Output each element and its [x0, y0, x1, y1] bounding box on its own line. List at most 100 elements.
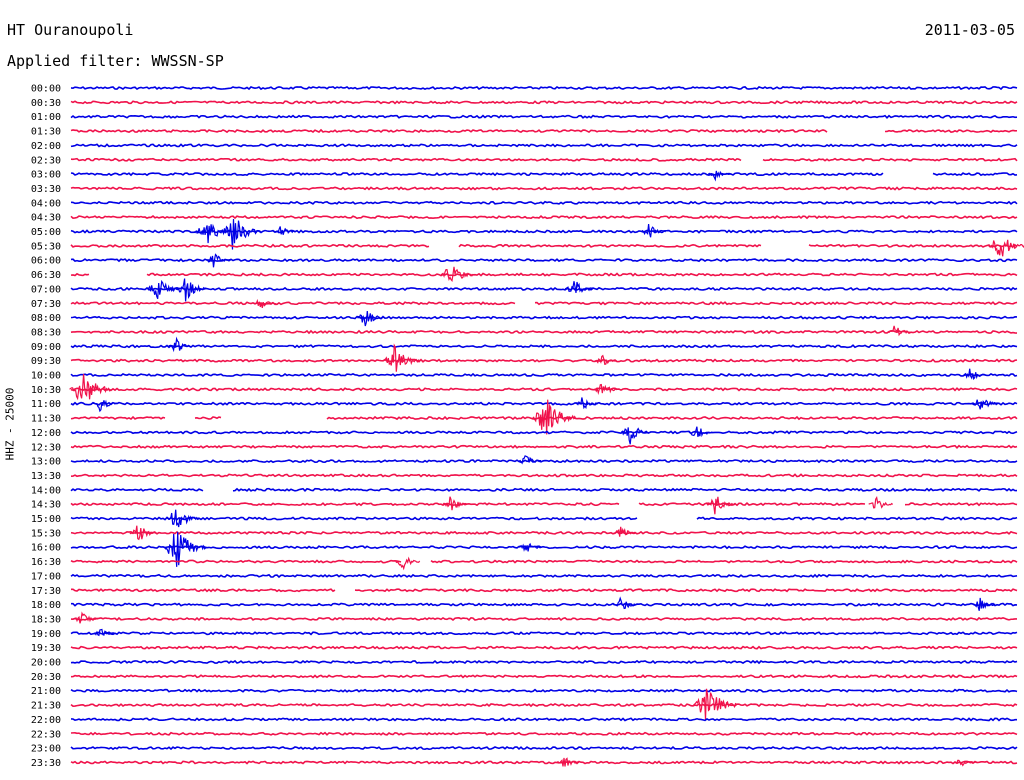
seismic-trace [70, 631, 1018, 636]
seismic-event [532, 399, 577, 435]
seismic-trace [70, 344, 1018, 349]
seismic-trace [70, 458, 1018, 464]
seismic-event [518, 455, 542, 465]
row-time-label: 02:30 [31, 155, 61, 166]
seismic-event [868, 495, 894, 509]
seismic-event [395, 556, 421, 571]
seismic-trace [70, 157, 1018, 162]
row-time-label: 11:30 [31, 414, 61, 425]
seismic-event [954, 759, 976, 767]
row-time-label: 15:30 [31, 528, 61, 539]
row-time-label: 20:30 [31, 672, 61, 683]
seismic-event [221, 219, 261, 250]
row-time-label: 00:30 [31, 98, 61, 109]
row-time-label: 01:00 [31, 112, 61, 123]
seismic-trace [70, 760, 1018, 765]
seismic-event [641, 223, 666, 238]
seismic-event [575, 397, 598, 410]
seismic-trace [70, 745, 1018, 751]
seismic-event [193, 223, 231, 244]
seismic-trace [70, 559, 1018, 564]
seismic-event [688, 426, 714, 438]
row-time-label: 10:30 [31, 385, 61, 396]
seismic-event [887, 325, 911, 337]
row-time-label: 14:30 [31, 500, 61, 511]
row-time-label: 23:30 [31, 758, 61, 769]
seismic-event [357, 311, 384, 327]
row-time-label: 19:30 [31, 643, 61, 654]
seismic-event [613, 526, 637, 537]
seismic-event [620, 427, 652, 445]
seismic-trace [70, 171, 1018, 177]
row-time-label: 22:00 [31, 715, 61, 726]
row-time-label: 17:30 [31, 586, 61, 597]
row-time-label: 04:00 [31, 198, 61, 209]
row-time-label: 01:30 [31, 127, 61, 138]
seismic-trace [70, 702, 1018, 708]
seismic-event [440, 266, 474, 282]
row-time-label: 11:00 [31, 399, 61, 410]
seismic-event [707, 170, 731, 182]
seismic-trace [70, 588, 1018, 593]
seismic-event [971, 399, 999, 410]
seismic-trace [70, 616, 1018, 622]
seismic-event [168, 336, 193, 353]
row-time-label: 08:00 [31, 313, 61, 324]
seismic-trace [70, 372, 1018, 378]
seismic-trace [70, 602, 1018, 607]
seismic-trace [70, 717, 1018, 722]
seismic-event [383, 343, 420, 372]
row-time-label: 18:00 [31, 600, 61, 611]
row-time-label: 16:00 [31, 543, 61, 554]
seismic-trace [70, 545, 1018, 550]
date-label: 2011-03-05 [924, 21, 1015, 39]
seismic-trace [70, 128, 1018, 134]
seismic-event [613, 596, 638, 610]
seismic-event [518, 542, 542, 552]
seismic-trace [70, 501, 1018, 507]
seismic-event [693, 688, 737, 720]
seismic-trace [70, 258, 1018, 263]
row-time-label: 09:30 [31, 356, 61, 367]
seismic-event [556, 757, 580, 767]
seismic-trace [70, 100, 1018, 105]
row-time-label: 19:00 [31, 629, 61, 640]
row-time-label: 20:00 [31, 658, 61, 669]
seismic-trace [70, 530, 1018, 535]
seismic-trace [70, 387, 1018, 392]
seismic-trace [70, 186, 1018, 191]
seismic-event [147, 279, 181, 300]
seismic-event [594, 383, 619, 395]
seismic-event [73, 611, 99, 624]
row-time-label: 05:00 [31, 227, 61, 238]
row-time-label: 13:30 [31, 471, 61, 482]
row-time-label: 08:30 [31, 327, 61, 338]
seismic-event [166, 509, 199, 528]
seismic-trace [70, 430, 1018, 435]
seismic-event [988, 239, 1024, 257]
row-time-label: 21:30 [31, 701, 61, 712]
row-time-label: 15:00 [31, 514, 61, 525]
seismic-trace [70, 487, 1018, 492]
seismic-trace [70, 301, 1018, 306]
seismic-trace [70, 731, 1018, 736]
seismic-trace [70, 272, 1018, 277]
seismic-event [163, 531, 207, 567]
seismic-trace [70, 401, 1018, 406]
row-time-label: 17:00 [31, 571, 61, 582]
row-time-label: 12:30 [31, 442, 61, 453]
seismic-trace [70, 415, 1018, 421]
seismic-trace [70, 674, 1018, 679]
row-time-label: 03:30 [31, 184, 61, 195]
row-time-label: 16:30 [31, 557, 61, 568]
row-time-label: 04:30 [31, 213, 61, 224]
seismic-event [206, 253, 231, 268]
seismic-trace [70, 200, 1018, 205]
row-time-label: 03:00 [31, 170, 61, 181]
seismic-trace [70, 516, 1018, 521]
seismic-event [963, 368, 987, 381]
seismic-event [92, 399, 117, 413]
row-time-label: 02:00 [31, 141, 61, 152]
seismic-event [93, 628, 115, 637]
